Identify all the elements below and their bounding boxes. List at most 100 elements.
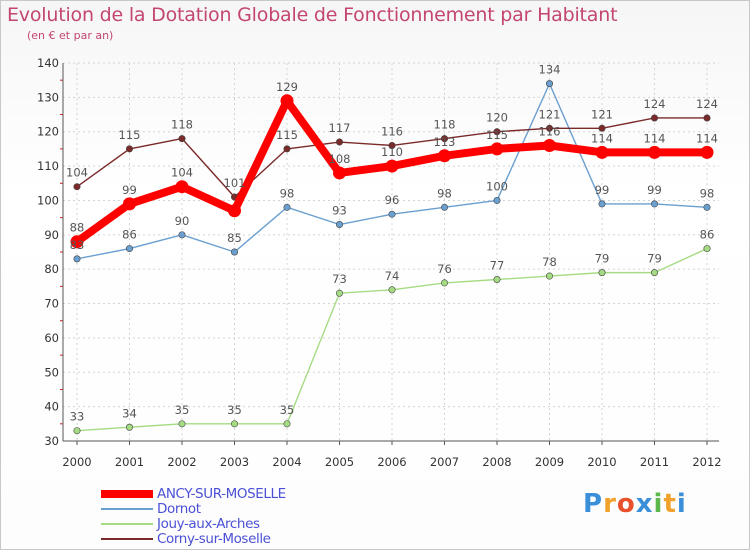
y-tick-label: 110 <box>37 159 59 173</box>
data-point <box>388 141 396 149</box>
data-label: 104 <box>66 166 88 180</box>
data-point <box>73 427 81 435</box>
data-label: 78 <box>542 255 557 269</box>
data-label: 79 <box>595 252 610 266</box>
y-tick-label: 40 <box>44 400 59 414</box>
data-point <box>280 94 294 108</box>
legend-label: Dornot <box>157 500 201 517</box>
data-label: 114 <box>696 131 718 145</box>
y-tick-label: 80 <box>44 262 59 276</box>
y-tick-label: 90 <box>44 228 59 242</box>
data-point <box>283 420 291 428</box>
data-label: 134 <box>539 63 561 77</box>
data-point <box>438 149 451 163</box>
y-tick-label: 50 <box>44 365 59 379</box>
data-label: 117 <box>329 121 351 135</box>
data-point <box>333 166 346 180</box>
data-label: 118 <box>434 118 456 132</box>
data-label: 35 <box>227 403 242 417</box>
y-tick-label: 120 <box>37 125 59 139</box>
x-tick-label: 2009 <box>535 455 564 469</box>
data-point <box>545 272 553 280</box>
data-label: 110 <box>381 145 403 159</box>
data-point <box>490 142 504 156</box>
data-label: 101 <box>224 176 246 190</box>
data-label: 88 <box>70 221 85 235</box>
x-tick-label: 2004 <box>272 455 301 469</box>
data-point <box>545 80 553 88</box>
data-point <box>126 423 134 431</box>
data-labels: 88 99 104 129 108 110 113 115 116 114 114 114 83 86 90… <box>66 63 718 424</box>
x-tick-label: 2010 <box>587 455 616 469</box>
data-label: 114 <box>591 131 613 145</box>
legend-item: ANCY-SUR-MOSELLE <box>101 486 286 502</box>
legend-swatch <box>101 489 153 498</box>
x-tick-label: 2007 <box>430 455 459 469</box>
logo-letter: o <box>616 489 636 519</box>
data-label: 114 <box>644 131 666 145</box>
data-label: 100 <box>486 179 508 193</box>
data-point <box>703 203 711 211</box>
logo-letter: t <box>663 489 677 519</box>
logo-letter: i <box>676 489 687 519</box>
data-point <box>440 279 448 287</box>
data-point <box>231 248 239 256</box>
data-point <box>440 203 448 211</box>
x-tick-label: 2008 <box>482 455 511 469</box>
data-point <box>123 197 136 211</box>
data-point <box>650 114 658 122</box>
data-label: 115 <box>486 128 508 142</box>
data-point <box>703 114 711 122</box>
data-label: 96 <box>385 193 400 207</box>
legend-swatch <box>101 522 153 525</box>
data-label: 129 <box>276 80 298 94</box>
logo-letter: r <box>603 489 617 519</box>
data-label: 99 <box>595 183 610 197</box>
data-label: 73 <box>332 272 347 286</box>
data-point <box>543 138 556 152</box>
data-label: 74 <box>385 269 400 283</box>
data-point <box>493 196 501 204</box>
x-tick-label: 2005 <box>325 455 354 469</box>
data-label: 108 <box>329 152 351 166</box>
chart-subtitle: (en € et par an) <box>27 29 114 42</box>
data-point <box>385 159 399 173</box>
logo-letter: x <box>635 489 654 519</box>
series-lines <box>70 80 714 435</box>
data-point <box>283 145 291 153</box>
data-label: 93 <box>332 204 347 218</box>
x-tick-label: 2003 <box>220 455 249 469</box>
grid-lines <box>63 62 719 442</box>
legend-swatch <box>101 537 153 540</box>
logo-letter: P <box>583 489 604 519</box>
x-tick-label: 2012 <box>692 455 721 469</box>
data-point <box>493 128 501 136</box>
data-point <box>388 286 396 294</box>
data-point <box>335 221 343 229</box>
data-point <box>73 183 81 191</box>
data-label: 86 <box>122 228 137 242</box>
chart-title: Evolution de la Dotation Globale de Fonc… <box>7 4 618 26</box>
data-label: 121 <box>539 107 561 121</box>
data-label: 116 <box>539 124 561 138</box>
x-tick-label: 2002 <box>167 455 196 469</box>
data-label: 98 <box>437 186 452 200</box>
data-point <box>650 200 658 208</box>
data-point <box>703 245 711 253</box>
x-tick-label: 2001 <box>115 455 144 469</box>
data-label: 124 <box>696 97 718 111</box>
data-label: 113 <box>434 135 456 149</box>
legend-label: Jouy-aux-Arches <box>157 515 260 532</box>
data-label: 35 <box>175 403 190 417</box>
data-point <box>545 124 553 132</box>
data-point <box>231 420 239 428</box>
y-tick-label: 140 <box>37 56 59 70</box>
legend-item: Corny-sur-Moselle <box>101 531 271 547</box>
data-label: 124 <box>644 97 666 111</box>
data-label: 90 <box>175 214 190 228</box>
data-point <box>228 204 241 218</box>
data-point <box>700 145 714 159</box>
data-label: 77 <box>490 258 505 272</box>
data-point <box>175 180 189 194</box>
